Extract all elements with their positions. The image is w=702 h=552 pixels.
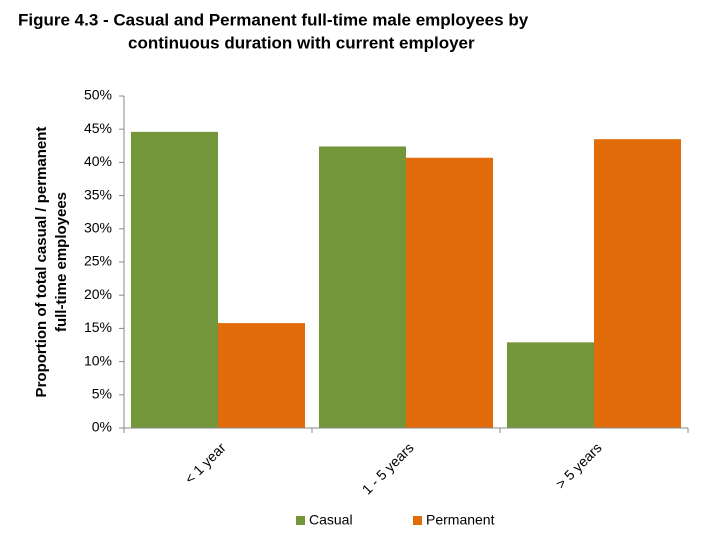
bar [131, 131, 218, 428]
y-tick-label: 0% [92, 419, 112, 435]
x-tick-label: < 1 year [181, 439, 229, 487]
x-tick-label: 1 - 5 years [359, 439, 417, 497]
y-tick-label: 45% [84, 120, 112, 136]
y-tick-label: 30% [84, 220, 112, 236]
y-axis-title-line: full-time employees [53, 192, 70, 332]
legend-label: Permanent [426, 512, 495, 528]
bar [406, 157, 493, 428]
bar [594, 139, 681, 428]
bar [507, 342, 594, 428]
bar [218, 323, 305, 428]
y-tick-label: 5% [92, 386, 112, 402]
legend-swatch [413, 516, 422, 525]
x-tick-label: > 5 years [552, 439, 604, 491]
y-tick-label: 10% [84, 352, 112, 368]
chart-title: continuous duration with current employe… [128, 33, 475, 52]
y-tick-label: 35% [84, 186, 112, 202]
y-tick-label: 25% [84, 253, 112, 269]
y-axis-title: Proportion of total casual / permanent f… [33, 127, 70, 398]
y-tick-label: 40% [84, 153, 112, 169]
legend-swatch [296, 516, 305, 525]
legend-label: Casual [309, 512, 353, 528]
y-tick-label: 50% [84, 87, 112, 103]
bar [319, 146, 406, 429]
y-axis-title-line: Proportion of total casual / permanent [33, 127, 50, 398]
y-tick-label: 15% [84, 319, 112, 335]
y-tick-label: 20% [84, 286, 112, 302]
chart-title: Figure 4.3 - Casual and Permanent full-t… [18, 10, 529, 29]
